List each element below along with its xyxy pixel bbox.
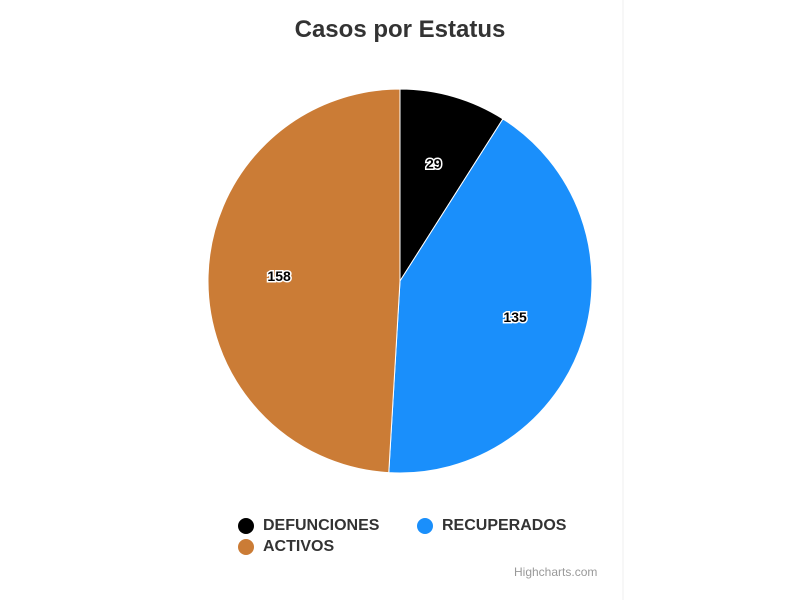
pie-slice-activos[interactable] xyxy=(207,88,401,474)
chart-title: Casos por Estatus xyxy=(294,16,506,43)
data-label-activos: 158 xyxy=(267,268,291,284)
legend-swatch-recuperados xyxy=(417,518,433,534)
highcharts-credits-link[interactable]: Highcharts.com xyxy=(514,565,598,579)
data-label-recuperados: 135 xyxy=(503,309,527,325)
legend-item-recuperados[interactable]: RECUPERADOS xyxy=(417,517,566,535)
pie-slice-defunciones[interactable] xyxy=(399,88,504,283)
legend-swatch-activos xyxy=(238,539,254,555)
data-label-defunciones: 29 xyxy=(426,156,442,172)
legend-label-activos: ACTIVOS xyxy=(263,538,335,555)
pie-slice-recuperados[interactable] xyxy=(388,118,593,474)
legend-item-activos[interactable]: ACTIVOS xyxy=(238,538,334,556)
legend-label-recuperados: RECUPERADOS xyxy=(442,517,567,534)
legend-label-defunciones: DEFUNCIONES xyxy=(263,517,380,534)
legend-swatch-defunciones xyxy=(238,518,254,534)
legend-item-defunciones[interactable]: DEFUNCIONES xyxy=(238,517,379,535)
